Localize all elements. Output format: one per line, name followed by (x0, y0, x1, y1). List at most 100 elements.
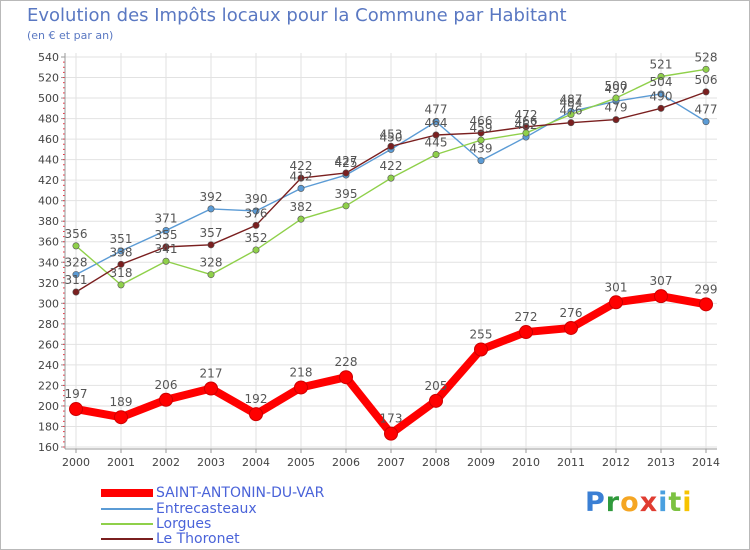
data-label: 521 (650, 58, 673, 72)
x-tick-label: 2006 (332, 456, 360, 469)
x-tick-label: 2002 (152, 456, 180, 469)
data-label: 459 (470, 121, 493, 135)
y-tick-label: 440 (38, 154, 59, 167)
y-tick-label: 300 (38, 297, 59, 310)
data-point (477, 157, 485, 165)
data-point (609, 295, 623, 310)
data-point (564, 320, 578, 335)
legend-label-le-thoronet: Le Thoronet (156, 531, 240, 547)
data-label: 351 (110, 232, 133, 246)
data-label: 412 (290, 169, 313, 183)
data-point (252, 207, 260, 215)
logo-letter: i (658, 487, 669, 518)
legend-item-saint-antonin: SAINT-ANTONIN-DU-VAR (101, 485, 324, 501)
data-label: 479 (605, 101, 628, 115)
x-tick-label: 2005 (287, 456, 315, 469)
x-tick-label: 2009 (467, 456, 495, 469)
data-point (117, 281, 125, 289)
legend-swatch-lorgues (101, 523, 153, 525)
data-label: 487 (560, 92, 583, 106)
data-point (114, 410, 128, 425)
data-label: 189 (110, 395, 133, 409)
legend-label-lorgues: Lorgues (156, 516, 212, 532)
legend-swatch-saint-antonin (101, 489, 153, 497)
data-label: 466 (515, 114, 538, 128)
data-point (657, 104, 665, 112)
data-point (702, 88, 710, 96)
data-point (72, 242, 80, 250)
data-point (429, 393, 443, 408)
data-point (159, 392, 173, 407)
x-tick-label: 2004 (242, 456, 270, 469)
data-point (297, 215, 305, 223)
data-point (657, 90, 665, 98)
data-label: 484 (560, 95, 583, 109)
data-point (342, 169, 350, 177)
data-label: 272 (515, 310, 538, 324)
data-label: 395 (335, 187, 358, 201)
data-label: 217 (200, 367, 223, 381)
data-label: 445 (425, 136, 448, 150)
logo-letter: r (605, 487, 621, 518)
data-label: 301 (605, 280, 628, 294)
legend-swatch-le-thoronet (101, 538, 153, 540)
data-point (249, 407, 263, 422)
data-point (519, 325, 533, 340)
data-label: 466 (470, 114, 493, 128)
data-label: 382 (290, 200, 313, 214)
y-tick-label: 280 (38, 318, 59, 331)
data-label: 328 (65, 256, 88, 270)
data-label: 425 (335, 156, 358, 170)
data-point (294, 380, 308, 395)
y-tick-label: 360 (38, 236, 59, 249)
data-label: 477 (695, 103, 718, 117)
y-tick-label: 340 (38, 256, 59, 269)
data-label: 328 (200, 256, 223, 270)
data-point (162, 226, 170, 234)
legend-item-entrecasteaux: Entrecasteaux (101, 501, 257, 517)
x-tick-label: 2010 (512, 456, 540, 469)
y-tick-label: 260 (38, 338, 59, 351)
logo-letter: t (668, 487, 683, 518)
data-label: 276 (560, 306, 583, 320)
data-label: 206 (155, 378, 178, 392)
data-label: 376 (245, 206, 268, 220)
x-tick-label: 2008 (422, 456, 450, 469)
data-label: 528 (695, 50, 718, 64)
data-point (204, 381, 218, 396)
data-point (297, 184, 305, 192)
y-tick-label: 240 (38, 359, 59, 372)
legend-item-lorgues: Lorgues (101, 516, 211, 532)
data-label: 390 (245, 192, 268, 206)
data-label: 338 (110, 245, 133, 259)
data-label: 356 (65, 227, 88, 241)
data-label: 307 (650, 274, 673, 288)
data-label: 450 (380, 130, 403, 144)
data-label: 506 (695, 73, 718, 87)
data-point (612, 116, 620, 124)
y-tick-label: 200 (38, 400, 59, 413)
data-point (432, 131, 440, 139)
x-tick-label: 2013 (647, 456, 675, 469)
data-point (477, 129, 485, 137)
data-label: 355 (155, 228, 178, 242)
y-tick-label: 460 (38, 133, 59, 146)
data-label: 192 (245, 392, 268, 406)
y-tick-label: 420 (38, 174, 59, 187)
data-point (207, 205, 215, 213)
data-label: 352 (245, 231, 268, 245)
data-label: 497 (605, 82, 628, 96)
data-label: 453 (380, 127, 403, 141)
data-point (699, 297, 713, 312)
data-label: 255 (470, 328, 493, 342)
data-point (387, 174, 395, 182)
y-tick-label: 500 (38, 92, 59, 105)
data-point (69, 402, 83, 417)
y-tick-label: 480 (38, 113, 59, 126)
data-label: 439 (470, 142, 493, 156)
data-label: 427 (335, 154, 358, 168)
data-point (207, 241, 215, 249)
data-label: 357 (200, 226, 223, 240)
data-label: 311 (65, 273, 88, 287)
